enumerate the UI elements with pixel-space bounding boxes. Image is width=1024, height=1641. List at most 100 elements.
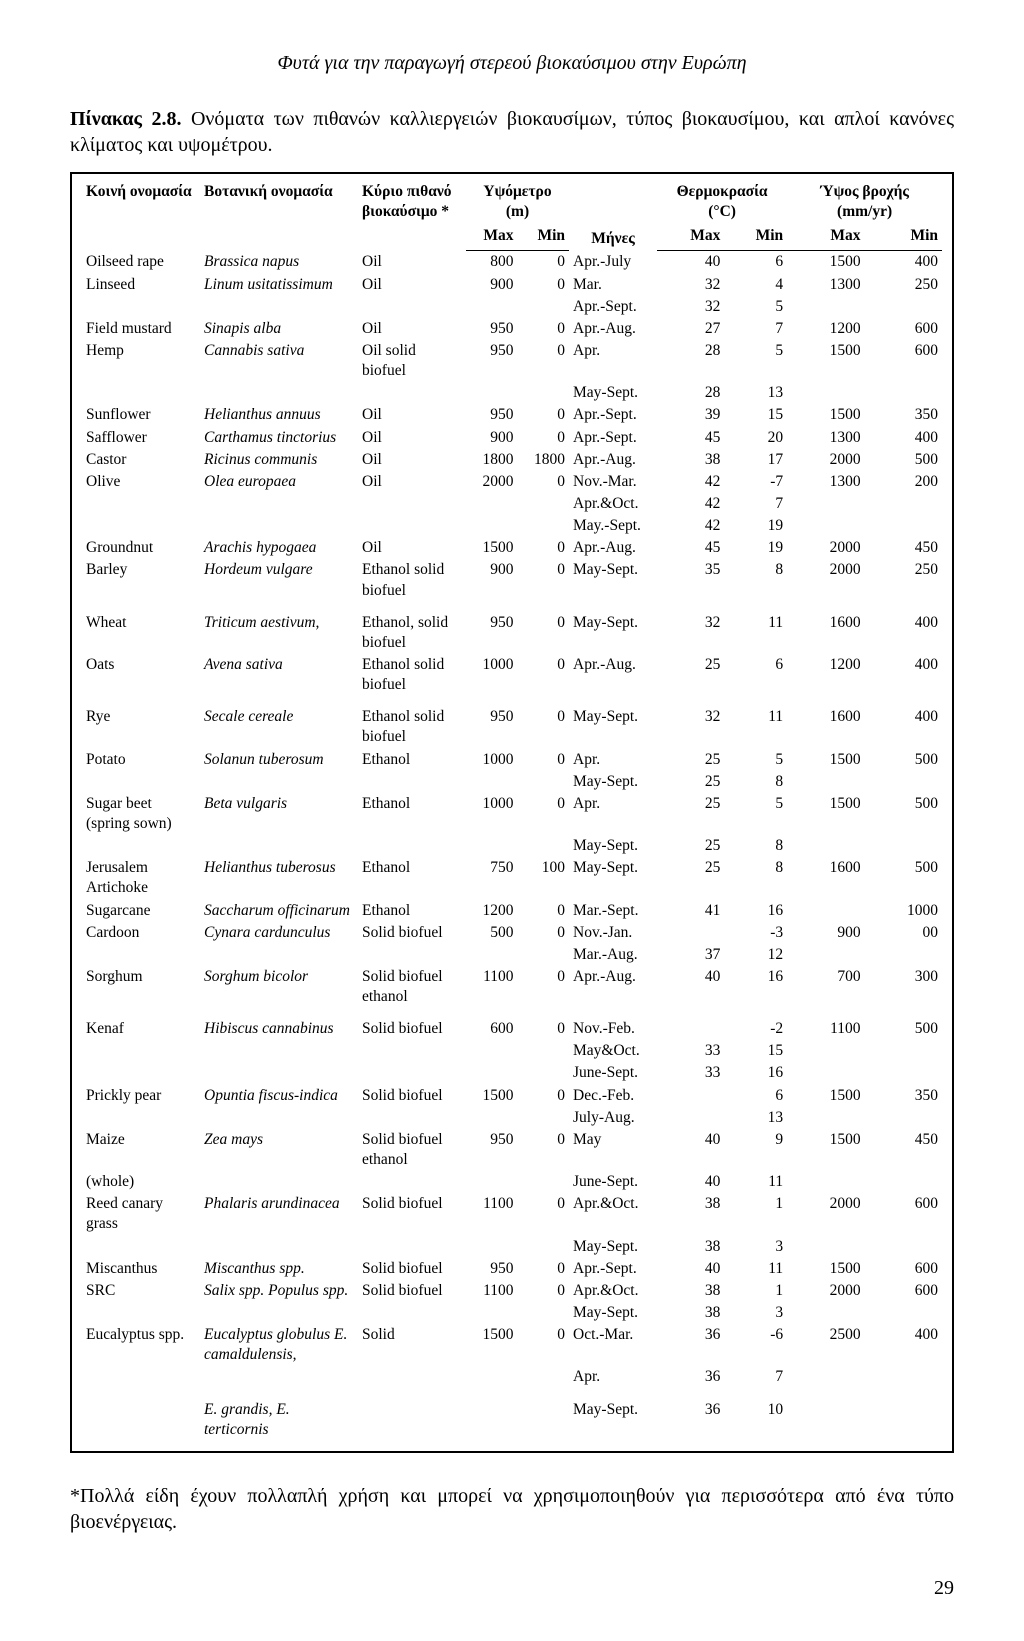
table-cell: 0 xyxy=(518,1018,570,1040)
table-row xyxy=(82,1008,942,1018)
table-row: Oilseed rapeBrassica napusOil8000Apr.-Ju… xyxy=(82,251,942,274)
table-cell: 500 xyxy=(865,449,942,471)
table-cell: 1500 xyxy=(787,1085,864,1107)
table-cell: 0 xyxy=(518,749,570,771)
table-cell: 500 xyxy=(865,1018,942,1040)
table-row: June-Sept.3316 xyxy=(82,1062,942,1084)
table-cell xyxy=(787,1399,864,1441)
table-cell: Helianthus annuus xyxy=(200,404,358,426)
table-cell: Hordeum vulgare xyxy=(200,559,358,601)
table-cell: -3 xyxy=(724,922,787,944)
table-cell: 1500 xyxy=(466,1085,518,1107)
table-cell: Apr.-Aug. xyxy=(569,449,657,471)
table-cell: Apr. xyxy=(569,749,657,771)
table-row: Apr.-Sept.325 xyxy=(82,296,942,318)
table-cell: Apr.-Aug. xyxy=(569,318,657,340)
table-row: RyeSecale cerealeEthanol solid biofuel95… xyxy=(82,706,942,748)
table-cell: Maize xyxy=(82,1129,200,1171)
table-cell: Solid biofuel xyxy=(358,1018,466,1040)
table-cell: 0 xyxy=(518,793,570,835)
table-cell: Apr.-Aug. xyxy=(569,654,657,696)
table-cell: Ethanol, solid biofuel xyxy=(358,612,466,654)
table-cell: 1300 xyxy=(787,471,864,493)
table-cell: 3 xyxy=(724,1302,787,1324)
table-cell xyxy=(200,382,358,404)
table-cell: 1000 xyxy=(466,654,518,696)
table-cell xyxy=(657,1107,724,1129)
table-cell: 9 xyxy=(724,1129,787,1171)
table-cell: 25 xyxy=(657,857,724,899)
table-cell: 7 xyxy=(724,318,787,340)
table-cell: May-Sept. xyxy=(569,612,657,654)
table-cell: May-Sept. xyxy=(569,835,657,857)
table-cell: Mar. xyxy=(569,274,657,296)
table-cell: Jerusalem Artichoke xyxy=(82,857,200,899)
table-row: Mar.-Aug.3712 xyxy=(82,944,942,966)
table-cell: 600 xyxy=(466,1018,518,1040)
table-cell xyxy=(466,1062,518,1084)
table-cell: 0 xyxy=(518,427,570,449)
table-cell: 38 xyxy=(657,1280,724,1302)
table-cell xyxy=(200,1107,358,1129)
table-cell: Solid biofuel xyxy=(358,1280,466,1302)
table-cell: 8 xyxy=(724,835,787,857)
table-cell xyxy=(466,493,518,515)
table-cell: 28 xyxy=(657,340,724,382)
table-cell: Sugarcane xyxy=(82,900,200,922)
table-cell xyxy=(466,1107,518,1129)
table-row xyxy=(82,696,942,706)
table-cell xyxy=(518,1107,570,1129)
table-cell: 15 xyxy=(724,1040,787,1062)
table-cell: Sunflower xyxy=(82,404,200,426)
table-cell: 0 xyxy=(518,922,570,944)
table-cell xyxy=(358,1399,466,1441)
table-cell: 1800 xyxy=(518,449,570,471)
table-cell xyxy=(358,944,466,966)
table-cell: 1200 xyxy=(466,900,518,922)
table-cell: 0 xyxy=(518,1324,570,1366)
table-cell: 42 xyxy=(657,471,724,493)
table-cell: 5 xyxy=(724,296,787,318)
table-cell: 1300 xyxy=(787,274,864,296)
table-cell: Salix spp. Populus spp. xyxy=(200,1280,358,1302)
table-cell: 37 xyxy=(657,944,724,966)
table-cell: 16 xyxy=(724,900,787,922)
table-row: May-Sept.258 xyxy=(82,771,942,793)
table-cell xyxy=(358,515,466,537)
table-cell xyxy=(466,1302,518,1324)
table-cell: May-Sept. xyxy=(569,771,657,793)
table-cell: 400 xyxy=(865,1324,942,1366)
table-cell: 300 xyxy=(865,966,942,1008)
table-cell: -2 xyxy=(724,1018,787,1040)
table-cell: 7 xyxy=(724,493,787,515)
table-row: SugarcaneSaccharum officinarumEthanol120… xyxy=(82,900,942,922)
table-row: Sugar beet (spring sown)Beta vulgarisEth… xyxy=(82,793,942,835)
table-cell: 28 xyxy=(657,382,724,404)
table-cell: 1600 xyxy=(787,706,864,748)
table-cell: 11 xyxy=(724,612,787,654)
table-cell: 38 xyxy=(657,1193,724,1235)
table-cell: 5 xyxy=(724,749,787,771)
table-cell: 1000 xyxy=(865,900,942,922)
table-cell: 27 xyxy=(657,318,724,340)
table-cell: Oil xyxy=(358,274,466,296)
table-cell: 1300 xyxy=(787,427,864,449)
table-row: Jerusalem ArtichokeHelianthus tuberosusE… xyxy=(82,857,942,899)
table-cell: 13 xyxy=(724,1107,787,1129)
table-row xyxy=(82,602,942,612)
table-cell: 4 xyxy=(724,274,787,296)
table-cell: Ethanol xyxy=(358,857,466,899)
table-cell: Secale cereale xyxy=(200,706,358,748)
table-row: (whole)June-Sept.4011 xyxy=(82,1171,942,1193)
table-cell: Solid biofuel xyxy=(358,1193,466,1235)
table-cell: Oil xyxy=(358,537,466,559)
table-cell: 39 xyxy=(657,404,724,426)
table-cell: Nov.-Feb. xyxy=(569,1018,657,1040)
table-cell xyxy=(200,493,358,515)
table-cell: 800 xyxy=(466,251,518,274)
table-cell: 19 xyxy=(724,537,787,559)
table-cell: Nov.-Mar. xyxy=(569,471,657,493)
table-cell: 36 xyxy=(657,1399,724,1441)
table-cell: 500 xyxy=(865,749,942,771)
table-cell: Apr.-July xyxy=(569,251,657,274)
